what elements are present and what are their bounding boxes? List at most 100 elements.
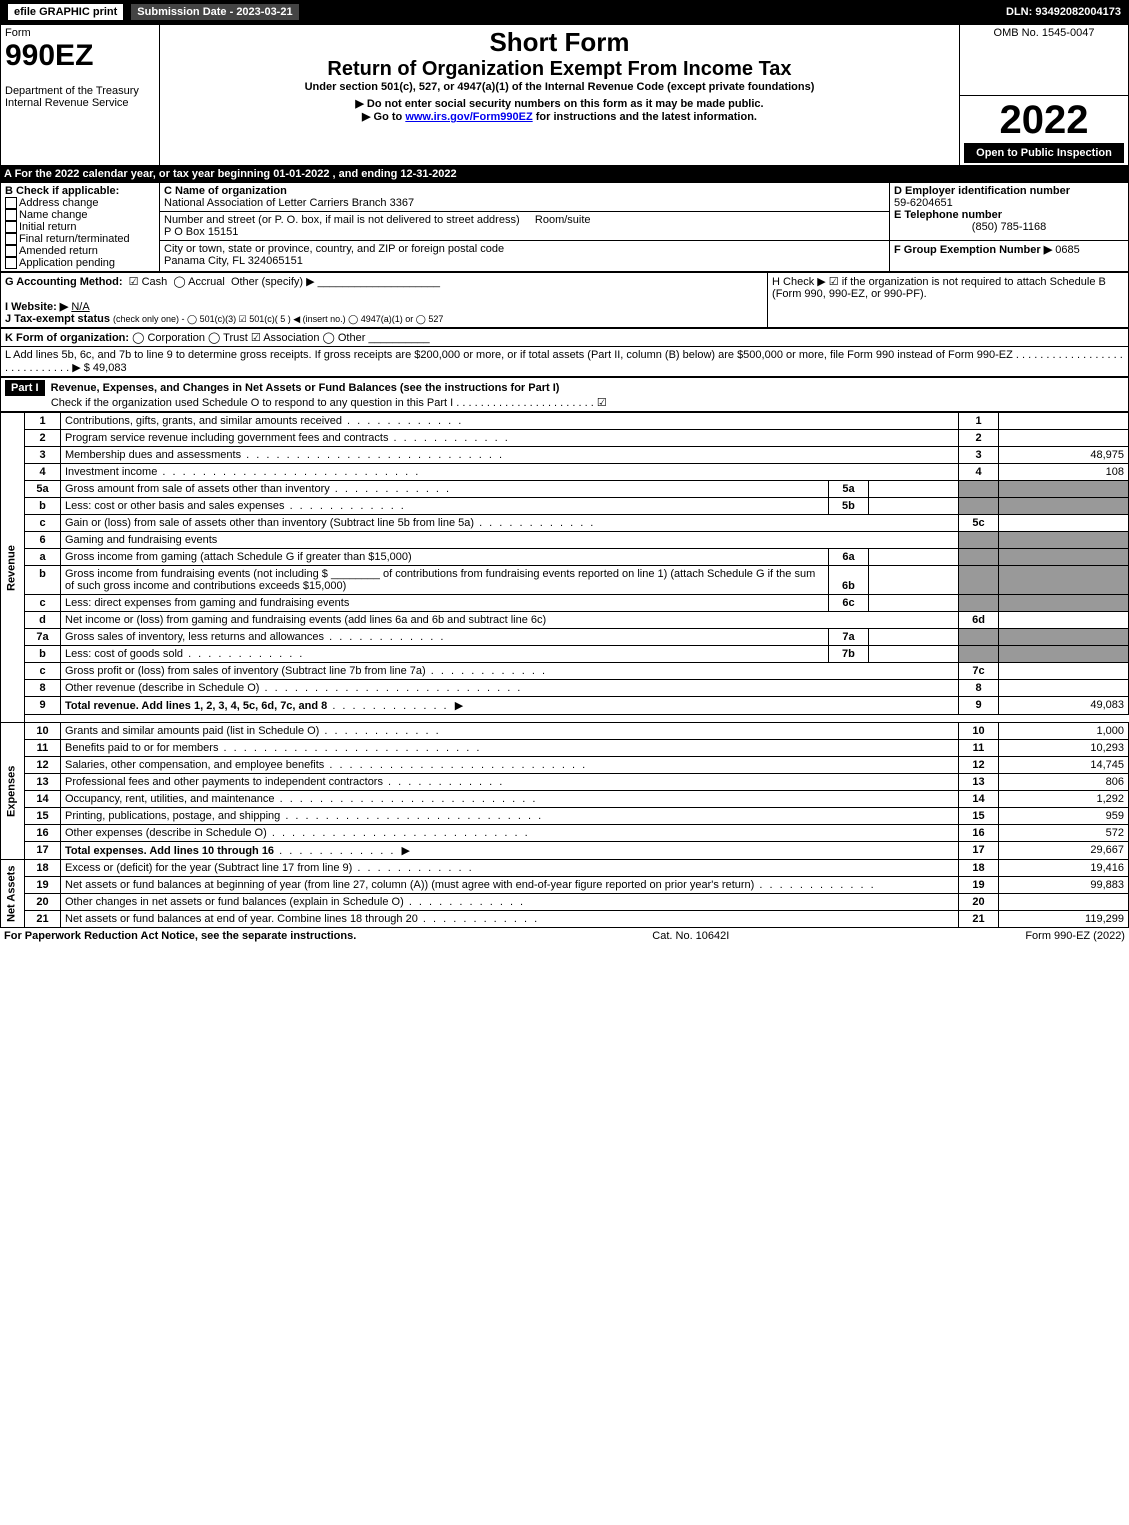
cb-application-pending[interactable] bbox=[5, 257, 17, 269]
ln21-t: Net assets or fund balances at end of ye… bbox=[65, 913, 418, 925]
ln14-n: 14 bbox=[25, 791, 61, 808]
ln6b-t: Gross income from fundraising events (no… bbox=[65, 568, 328, 580]
k-label: K Form of organization: bbox=[5, 332, 129, 344]
ln9-n: 9 bbox=[25, 697, 61, 715]
ln2-n: 2 bbox=[25, 430, 61, 447]
ln7c-v bbox=[999, 663, 1129, 680]
ln21-v: 119,299 bbox=[999, 911, 1129, 928]
ghij-table: G Accounting Method: ☑ Cash ◯ Accrual Ot… bbox=[0, 272, 1129, 328]
ln4-t: Investment income bbox=[65, 466, 157, 478]
k-text: ◯ Corporation ◯ Trust ☑ Association ◯ Ot… bbox=[132, 332, 365, 344]
ln3-rn: 3 bbox=[959, 447, 999, 464]
ln3-n: 3 bbox=[25, 447, 61, 464]
ln6d-v bbox=[999, 612, 1129, 629]
ln5a-n: 5a bbox=[25, 481, 61, 498]
ln12-t: Salaries, other compensation, and employ… bbox=[65, 759, 324, 771]
ln8-n: 8 bbox=[25, 680, 61, 697]
ln13-t: Professional fees and other payments to … bbox=[65, 776, 383, 788]
c-label: C Name of organization bbox=[164, 185, 287, 197]
e-label: E Telephone number bbox=[894, 209, 1002, 221]
ln10-t: Grants and similar amounts paid (list in… bbox=[65, 725, 319, 737]
ln11-t: Benefits paid to or for members bbox=[65, 742, 218, 754]
ln10-v: 1,000 bbox=[999, 723, 1129, 740]
form-word: Form bbox=[5, 27, 31, 39]
footer: For Paperwork Reduction Act Notice, see … bbox=[0, 928, 1129, 944]
ln7b-t: Less: cost of goods sold bbox=[65, 648, 183, 660]
city-label: City or town, state or province, country… bbox=[164, 243, 504, 255]
cb-initial-return[interactable] bbox=[5, 221, 17, 233]
goto-instructions: ▶ Go to www.irs.gov/Form990EZ for instru… bbox=[164, 110, 955, 123]
i-label: I Website: ▶ bbox=[5, 301, 68, 313]
ln3-v: 48,975 bbox=[999, 447, 1129, 464]
ln6b-n: b bbox=[25, 566, 61, 595]
cb-name-change[interactable] bbox=[5, 209, 17, 221]
dln: DLN: 93492082004173 bbox=[1006, 6, 1129, 18]
entity-table: B Check if applicable: Address change Na… bbox=[0, 182, 1129, 273]
ln6c-box: 6c bbox=[828, 595, 868, 612]
expenses-label: Expenses bbox=[1, 723, 25, 860]
ln14-t: Occupancy, rent, utilities, and maintena… bbox=[65, 793, 275, 805]
ln19-rn: 19 bbox=[959, 877, 999, 894]
ln1-n: 1 bbox=[25, 413, 61, 430]
city-state-zip: Panama City, FL 324065151 bbox=[164, 255, 303, 267]
address: P O Box 15151 bbox=[164, 226, 238, 238]
g-accrual: Accrual bbox=[188, 276, 225, 288]
irs-link[interactable]: www.irs.gov/Form990EZ bbox=[405, 111, 532, 123]
part1-label: Part I bbox=[5, 380, 45, 396]
ln6c-t: Less: direct expenses from gaming and fu… bbox=[61, 595, 829, 612]
ln7b-box: 7b bbox=[828, 646, 868, 663]
ln18-t: Excess or (deficit) for the year (Subtra… bbox=[65, 862, 352, 874]
efile-print-button[interactable]: efile GRAPHIC print bbox=[6, 2, 125, 22]
ln17-rn: 17 bbox=[959, 842, 999, 860]
ln6d-rn: 6d bbox=[959, 612, 999, 629]
ln13-n: 13 bbox=[25, 774, 61, 791]
footer-mid: Cat. No. 10642I bbox=[652, 930, 729, 942]
cb-address-change[interactable] bbox=[5, 197, 17, 209]
ln19-n: 19 bbox=[25, 877, 61, 894]
l-text: L Add lines 5b, 6c, and 7b to line 9 to … bbox=[1, 347, 1129, 377]
ln20-rn: 20 bbox=[959, 894, 999, 911]
ln21-rn: 21 bbox=[959, 911, 999, 928]
ln16-v: 572 bbox=[999, 825, 1129, 842]
ln5b-n: b bbox=[25, 498, 61, 515]
ln16-t: Other expenses (describe in Schedule O) bbox=[65, 827, 267, 839]
room-label: Room/suite bbox=[535, 214, 591, 226]
ln2-t: Program service revenue including govern… bbox=[65, 432, 388, 444]
footer-left: For Paperwork Reduction Act Notice, see … bbox=[4, 930, 356, 942]
ln9-rn: 9 bbox=[959, 697, 999, 715]
top-bar: efile GRAPHIC print Submission Date - 20… bbox=[0, 0, 1129, 24]
part1-header: Part I Revenue, Expenses, and Changes in… bbox=[0, 377, 1129, 412]
ln8-rn: 8 bbox=[959, 680, 999, 697]
ln7c-n: c bbox=[25, 663, 61, 680]
ln4-n: 4 bbox=[25, 464, 61, 481]
ln6c-n: c bbox=[25, 595, 61, 612]
cb-final-return[interactable] bbox=[5, 233, 17, 245]
ln9-arrow: ▶ bbox=[455, 700, 463, 712]
cb-amended-return[interactable] bbox=[5, 245, 17, 257]
ln15-rn: 15 bbox=[959, 808, 999, 825]
ln6a-n: a bbox=[25, 549, 61, 566]
part1-check: Check if the organization used Schedule … bbox=[51, 397, 607, 409]
phone: (850) 785-1168 bbox=[894, 221, 1124, 233]
ln16-n: 16 bbox=[25, 825, 61, 842]
ln9-v: 49,083 bbox=[999, 697, 1129, 715]
ln7c-t: Gross profit or (loss) from sales of inv… bbox=[65, 665, 426, 677]
ln14-v: 1,292 bbox=[999, 791, 1129, 808]
ln15-n: 15 bbox=[25, 808, 61, 825]
ln17-n: 17 bbox=[25, 842, 61, 860]
ln2-rn: 2 bbox=[959, 430, 999, 447]
org-name: National Association of Letter Carriers … bbox=[164, 197, 414, 209]
ln10-n: 10 bbox=[25, 723, 61, 740]
ln7a-box: 7a bbox=[828, 629, 868, 646]
ln15-t: Printing, publications, postage, and shi… bbox=[65, 810, 280, 822]
form-title: Return of Organization Exempt From Incom… bbox=[164, 58, 955, 81]
b-label: B Check if applicable: bbox=[5, 185, 119, 197]
line-a: A For the 2022 calendar year, or tax yea… bbox=[0, 166, 1129, 182]
ln7a-t: Gross sales of inventory, less returns a… bbox=[65, 631, 324, 643]
ln11-rn: 11 bbox=[959, 740, 999, 757]
netassets-label: Net Assets bbox=[1, 860, 25, 928]
g-cash: Cash bbox=[142, 276, 168, 288]
ln8-v bbox=[999, 680, 1129, 697]
open-to-public: Open to Public Inspection bbox=[964, 143, 1124, 163]
ln17-arrow: ▶ bbox=[402, 845, 410, 857]
